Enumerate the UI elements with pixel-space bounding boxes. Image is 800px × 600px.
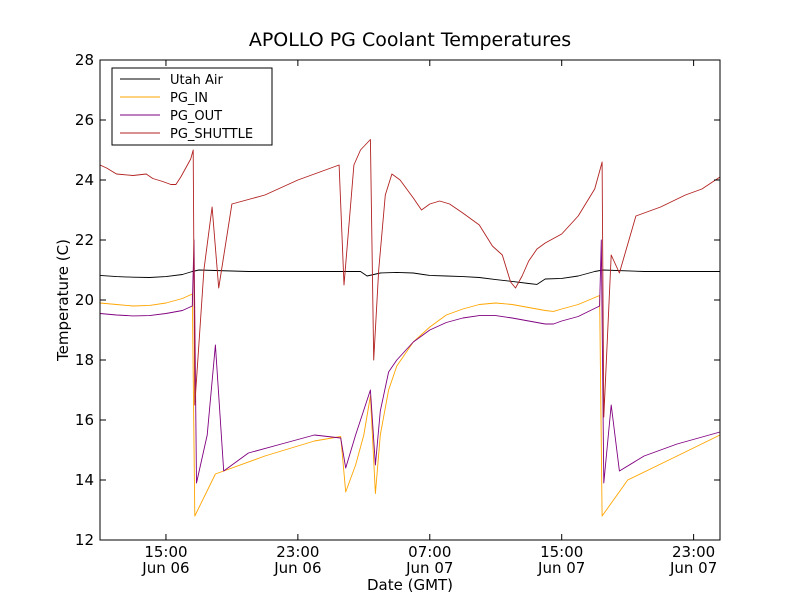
y-axis-label: Temperature (C) — [54, 239, 72, 362]
y-tick-label: 26 — [75, 111, 94, 129]
chart-title: APOLLO PG Coolant Temperatures — [249, 29, 571, 51]
x-tick-label-time: 15:00 — [144, 543, 187, 561]
y-tick-label: 18 — [75, 351, 94, 369]
y-tick-label: 28 — [75, 51, 94, 69]
y-tick-label: 14 — [75, 471, 94, 489]
legend-label: PG_SHUTTLE — [170, 127, 253, 142]
legend: Utah Air PG_IN PG_OUT PG_SHUTTLE — [111, 67, 273, 146]
series-line-pg-shuttle — [99, 139, 721, 418]
y-tick-label: 20 — [75, 291, 94, 309]
y-tick-label: 12 — [75, 531, 94, 549]
x-tick-label-time: 07:00 — [408, 543, 451, 561]
series-layer — [99, 139, 721, 517]
x-tick-label-date: Jun 06 — [141, 559, 189, 577]
x-tick-label-time: 23:00 — [672, 543, 715, 561]
y-tick-label: 16 — [75, 411, 94, 429]
x-tick-label-date: Jun 07 — [537, 559, 585, 577]
x-tick-label-date: Jun 07 — [405, 559, 453, 577]
legend-box — [111, 67, 273, 146]
legend-label: PG_OUT — [170, 109, 222, 124]
series-line-pg-in — [99, 293, 721, 517]
x-axis-label: Date (GMT) — [367, 576, 453, 594]
x-tick-label-date: Jun 07 — [669, 559, 717, 577]
series-line-utah-air — [99, 269, 720, 285]
x-tick-label-time: 23:00 — [276, 543, 319, 561]
y-tick-label: 24 — [75, 171, 94, 189]
legend-label: Utah Air — [170, 73, 223, 88]
legend-label: PG_IN — [170, 91, 208, 106]
x-tick-label-time: 15:00 — [540, 543, 583, 561]
x-tick-label-date: Jun 06 — [273, 559, 321, 577]
y-tick-label: 22 — [75, 231, 94, 249]
